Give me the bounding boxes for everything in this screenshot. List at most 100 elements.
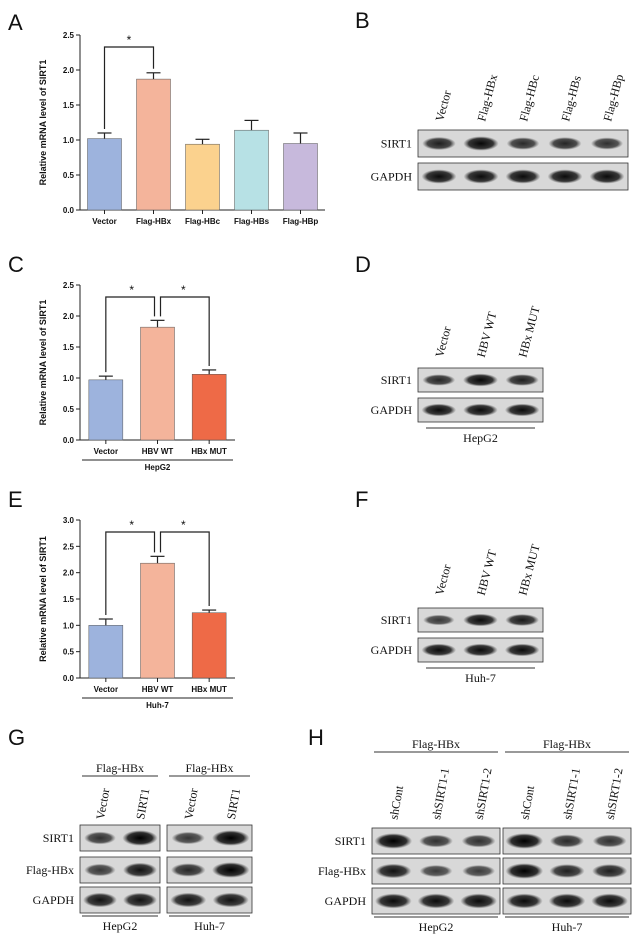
bar (140, 326, 175, 441)
bar (234, 129, 269, 211)
x-tick-label: Flag-HBs (234, 217, 270, 226)
blot-band (504, 403, 540, 417)
significance-bracket (159, 296, 210, 366)
cell-line-label: Huh-7 (552, 920, 583, 934)
blot-band (421, 169, 457, 184)
blot-band (463, 403, 498, 417)
blot-panel-d: Vector HBV WT HBx MUT SIRT1 GAPDH HepG2 (371, 304, 544, 445)
y-tick-label: 1.5 (63, 101, 75, 110)
significance-bracket (105, 296, 156, 373)
lane-label: shSIRT1-2 (472, 767, 495, 821)
panel-label-d: D (355, 252, 371, 277)
blot-group: Flag-HBx Vector SIRT1 Huh-7 (166, 761, 253, 933)
row-label: GAPDH (371, 170, 413, 184)
blot-band (505, 374, 539, 386)
blot-band (84, 831, 116, 845)
panel-label-c: C (8, 252, 24, 277)
panel-label-e: E (8, 487, 23, 512)
lane-label: Vector (93, 787, 112, 820)
cell-line-label: HepG2 (145, 463, 171, 472)
blot-band (463, 643, 498, 657)
blot-band (505, 863, 544, 879)
lane-label: HBx MUT (516, 542, 543, 597)
row-label: SIRT1 (381, 137, 412, 151)
x-tick-label: Flag-HBp (283, 217, 319, 226)
blot-band (417, 893, 455, 909)
blot-band (505, 613, 539, 627)
blot-panel-b: Vector Flag-HBx Flag-HBc Flag-HBs Flag-HBp SI… (371, 73, 629, 191)
lane-label: SIRT1 (224, 787, 243, 820)
x-tick-label: Vector (94, 685, 118, 694)
blot-band (463, 169, 499, 184)
blot-band (419, 864, 453, 878)
blot-band (504, 643, 540, 657)
significance-bracket (103, 46, 155, 129)
y-tick-label: 2.5 (63, 542, 75, 551)
blot-group: Flag-HBx shCont shSIRT1-1 shSIRT1-2 Huh-7 (502, 737, 632, 934)
bar-chart-e: 0.0 0.5 1.0 1.5 2.0 2.5 3.0 Relative mRNA level… (38, 516, 235, 710)
lane-label: SIRT1 (133, 787, 152, 820)
y-tick-label: 0.5 (63, 171, 75, 180)
blot-band (212, 862, 250, 878)
lane-label: shCont (387, 784, 407, 821)
bar (140, 562, 175, 679)
panel-label-f: F (355, 487, 368, 512)
blot-panel-h: SIRT1 Flag-HBx GAPDH Flag-HBx shCont shSIRT1-… (318, 737, 632, 934)
blot-group: Flag-HBx Vector SIRT1 HepG2 (79, 761, 161, 933)
bar-charts: 0.0 0.5 1.0 1.5 2.0 2.5 Relative mRNA level of… (38, 31, 325, 710)
bar (136, 78, 171, 211)
blot-band (171, 831, 205, 845)
blot-band (84, 863, 116, 877)
group-header: Flag-HBx (186, 761, 234, 775)
row-label: Flag-HBx (318, 864, 366, 878)
blot-band (549, 834, 585, 848)
lane-label: Flag-HBs (558, 74, 584, 123)
blot-band (592, 864, 628, 878)
y-axis-label: Relative mRNA level of SIRT1 (38, 60, 48, 186)
bar (191, 612, 227, 679)
x-tick-label: Flag-HBc (185, 217, 221, 226)
row-label: GAPDH (371, 403, 413, 417)
y-tick-label: 0.5 (63, 648, 75, 657)
bar (88, 379, 124, 441)
bar (87, 138, 122, 211)
blot-band (505, 833, 544, 849)
y-tick-label: 0.5 (63, 405, 75, 414)
blot-band (375, 893, 412, 909)
y-tick-label: 1.0 (63, 136, 75, 145)
blot-band (590, 137, 624, 150)
cell-line-label: Huh-7 (194, 919, 225, 933)
panel-label-g: G (8, 725, 25, 750)
blot-band (461, 834, 496, 848)
y-tick-label: 0.0 (63, 674, 75, 683)
significance-star: * (127, 33, 132, 47)
blot-band (421, 643, 457, 657)
y-tick-label: 3.0 (63, 516, 75, 525)
lane-label: Vector (432, 563, 454, 597)
blot-band (212, 892, 249, 908)
blot-group: Flag-HBx shCont shSIRT1-1 shSIRT1-2 HepG2 (371, 737, 501, 934)
panel-label-h: H (308, 725, 324, 750)
bar (191, 374, 227, 441)
blot-band (591, 893, 628, 909)
blot-band (462, 864, 496, 878)
x-tick-label: Vector (92, 217, 116, 226)
blot-band (422, 374, 456, 386)
significance-bracket (159, 531, 210, 607)
y-tick-label: 1.5 (63, 343, 75, 352)
blot-band (422, 136, 456, 151)
y-tick-label: 2.5 (63, 281, 75, 290)
lane-label: HBV WT (474, 548, 500, 597)
y-tick-label: 2.0 (63, 66, 75, 75)
y-axis-label: Relative mRNA level of SIRT1 (38, 536, 48, 662)
panel-label-a: A (8, 10, 23, 35)
blot-band (123, 862, 157, 878)
bar (283, 143, 318, 211)
blot-band (460, 893, 497, 909)
blot-band (463, 373, 498, 387)
blot-band (463, 613, 498, 627)
x-tick-label: HBV WT (142, 685, 174, 694)
lane-label: shCont (518, 784, 538, 821)
lane-label: Flag-HBx (474, 73, 500, 123)
y-axis-label: Relative mRNA level of SIRT1 (38, 300, 48, 426)
